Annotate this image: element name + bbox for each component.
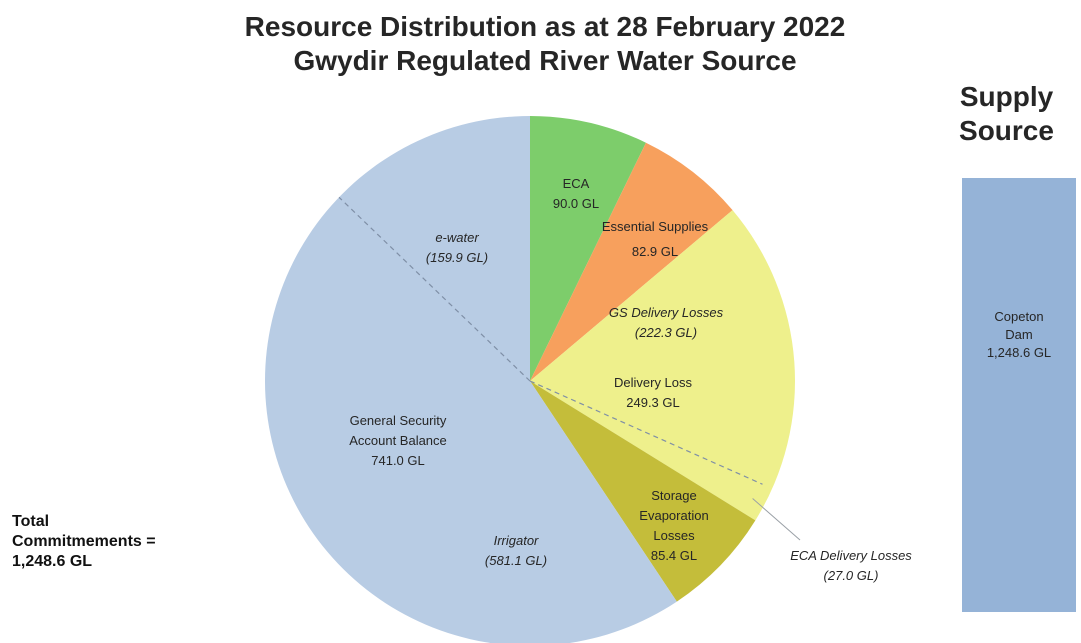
slice-label-delivery-loss: Delivery Loss 249.3 GL	[614, 375, 693, 410]
sub-label-gs-delivery-losses: GS Delivery Losses (222.3 GL)	[609, 305, 724, 340]
pie-slice-eca	[530, 116, 646, 381]
pie-slice-general-security-account-balance	[265, 116, 677, 643]
pie-slice-storage-evaporation-losses	[530, 381, 756, 602]
slice-value-essential-supplies: 82.9 GL	[632, 244, 678, 259]
divider-gs-eca-delivery-losses	[529, 380, 763, 485]
supply-bar-label-line2: Dam	[1005, 327, 1033, 342]
sub-label-irrigator: Irrigator (581.1 GL)	[485, 533, 547, 568]
supply-bar-label: Copeton Dam 1,248.6 GL	[962, 308, 1076, 362]
chart-title: Resource Distribution as at 28 February …	[150, 10, 940, 78]
supply-bar-label-line3: 1,248.6 GL	[986, 345, 1052, 360]
supply-source-heading: Supply Source	[932, 80, 1081, 148]
total-line3: 1,248.6 GL	[12, 553, 93, 570]
slice-label-storage-evaporation-losses: Storage Evaporation Losses 85.4 GL	[639, 488, 708, 563]
chart-title-line2: Gwydir Regulated River Water Source	[293, 45, 797, 76]
supply-heading-line1: Supply	[959, 81, 1054, 112]
chart-title-line1: Resource Distribution as at 28 February …	[244, 11, 846, 42]
eca-delivery-losses-leader-line	[752, 498, 801, 541]
total-line1: Total	[12, 513, 50, 530]
divider-irrigator-ewater	[338, 196, 531, 382]
total-commitments-label: Total Commitmements = 1,248.6 GL	[12, 512, 252, 572]
supply-bar-copeton-dam	[962, 178, 1076, 612]
pie-slice-essential-supplies	[530, 142, 733, 381]
slice-label-general-security-account-balance: General Security Account Balance 741.0 GL	[349, 413, 447, 468]
sub-label-eca-delivery-losses: ECA Delivery Losses (27.0 GL)	[790, 548, 912, 583]
slice-label-essential-supplies: Essential Supplies	[602, 219, 709, 234]
supply-heading-line2: Source	[959, 115, 1054, 146]
slice-label-eca: ECA 90.0 GL	[553, 176, 599, 211]
pie-slice-delivery-loss	[530, 210, 795, 521]
total-line2: Commitmements =	[12, 533, 156, 550]
supply-bar-label-line1: Copeton	[994, 309, 1044, 324]
sub-label-e-water: e-water (159.9 GL)	[426, 230, 488, 265]
